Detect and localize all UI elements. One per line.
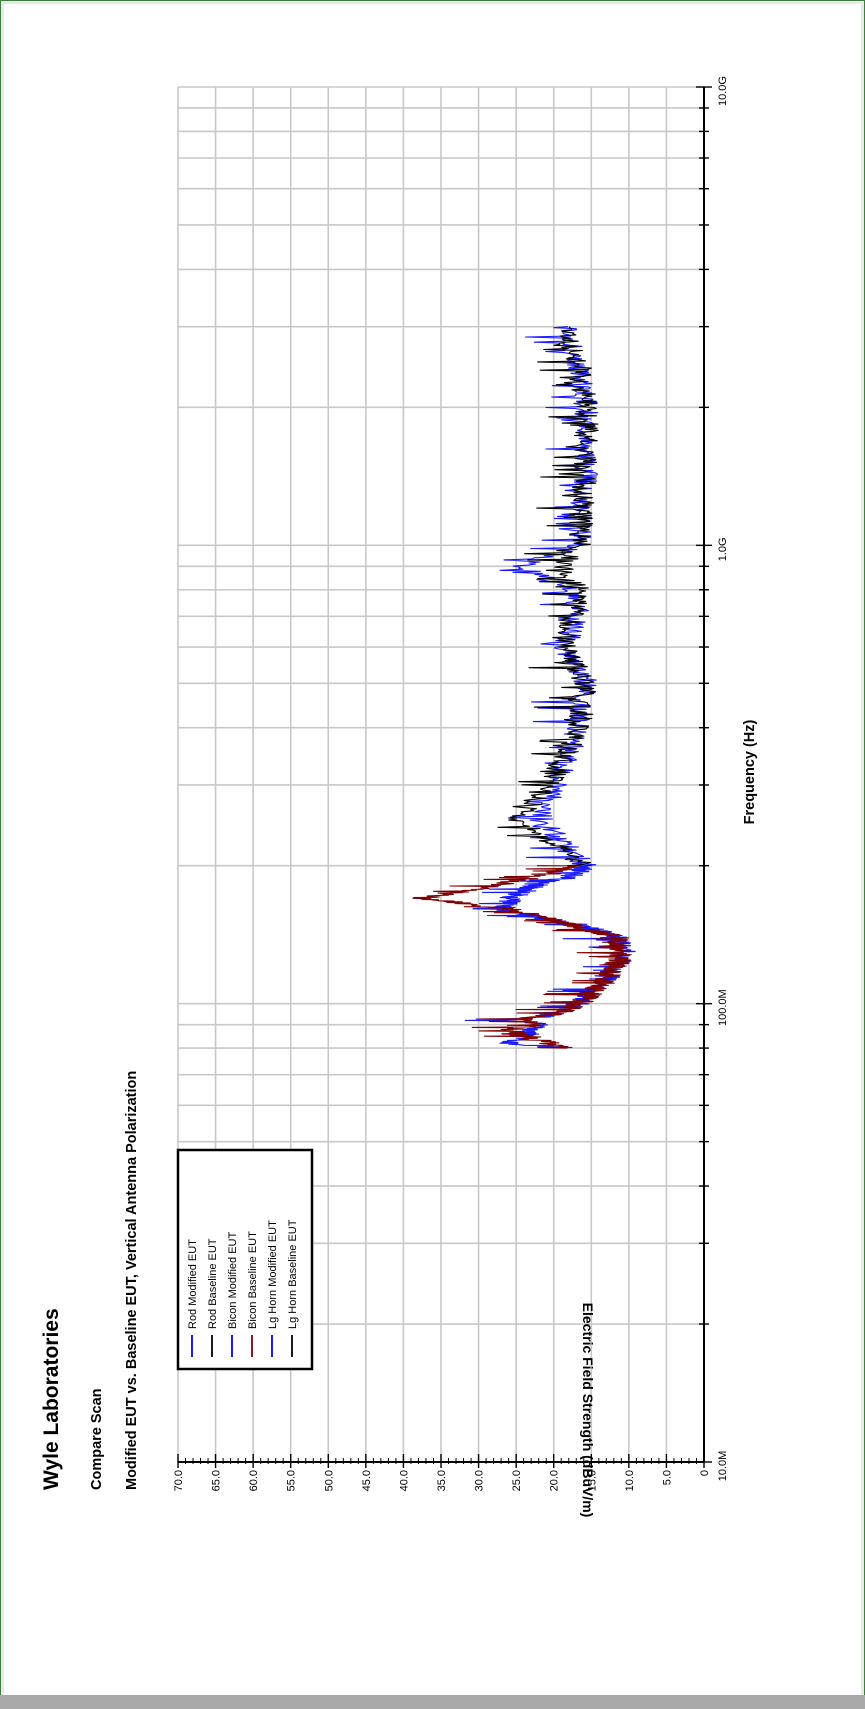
amplitude-tick-label: 10.0 [624, 1470, 636, 1491]
amplitude-tick-label: 25.0 [511, 1470, 523, 1491]
legend-label: Lg Horn Modified EUT [267, 1220, 279, 1329]
amplitude-tick-label: 50.0 [323, 1470, 335, 1491]
amplitude-tick-label: 0 [699, 1470, 711, 1476]
amplitude-tick-label: 5.0 [661, 1470, 673, 1485]
series-line [497, 326, 599, 867]
legend-label: Rod Baseline EUT [207, 1238, 219, 1329]
amplitude-tick-label: 20.0 [549, 1470, 561, 1491]
amplitude-tick-label: 65.0 [211, 1470, 223, 1491]
amplitude-tick-label: 40.0 [398, 1470, 410, 1491]
amplitude-tick-label: 30.0 [474, 1470, 486, 1491]
amplitude-tick-label: 45.0 [361, 1470, 373, 1491]
frequency-tick-label: 10.0M [717, 1451, 729, 1482]
legend-label: Bicon Baseline EUT [247, 1231, 259, 1329]
y-axis-label: Electric Field Strength (dBuV/m) [580, 1303, 596, 1518]
amplitude-tick-label: 60.0 [248, 1470, 260, 1491]
amplitude-tick-label: 70.0 [173, 1470, 185, 1491]
legend-label: Lg Horn Baseline EUT [287, 1219, 299, 1329]
frequency-tick-label: 1.0G [717, 537, 729, 561]
frequency-tick-label: 100.0M [717, 989, 729, 1026]
frequency-tick-label: 10.0G [717, 76, 729, 106]
legend-box [176, 1148, 314, 1371]
amplitude-tick-label: 35.0 [436, 1470, 448, 1491]
amplitude-tick-label: 15.0 [586, 1470, 598, 1491]
x-axis-label: Frequency (Hz) [742, 719, 758, 824]
scan-description: Modified EUT vs. Baseline EUT, Vertical … [124, 1071, 140, 1490]
scan-type: Compare Scan [89, 1388, 105, 1490]
window-bottom-bar [0, 1695, 865, 1709]
series-line [412, 865, 632, 1049]
amplitude-tick-label: 55.0 [286, 1470, 298, 1491]
legend-label: Bicon Modified EUT [227, 1232, 239, 1329]
plot-area: 0 5.0 10.0 15.0 20.0 25.0 30.0 35.0 40.0 45.0 50.0… [173, 76, 729, 1491]
legend-label: Rod Modified EUT [187, 1239, 199, 1329]
company-title: Wyle Laboratories [40, 1308, 63, 1490]
